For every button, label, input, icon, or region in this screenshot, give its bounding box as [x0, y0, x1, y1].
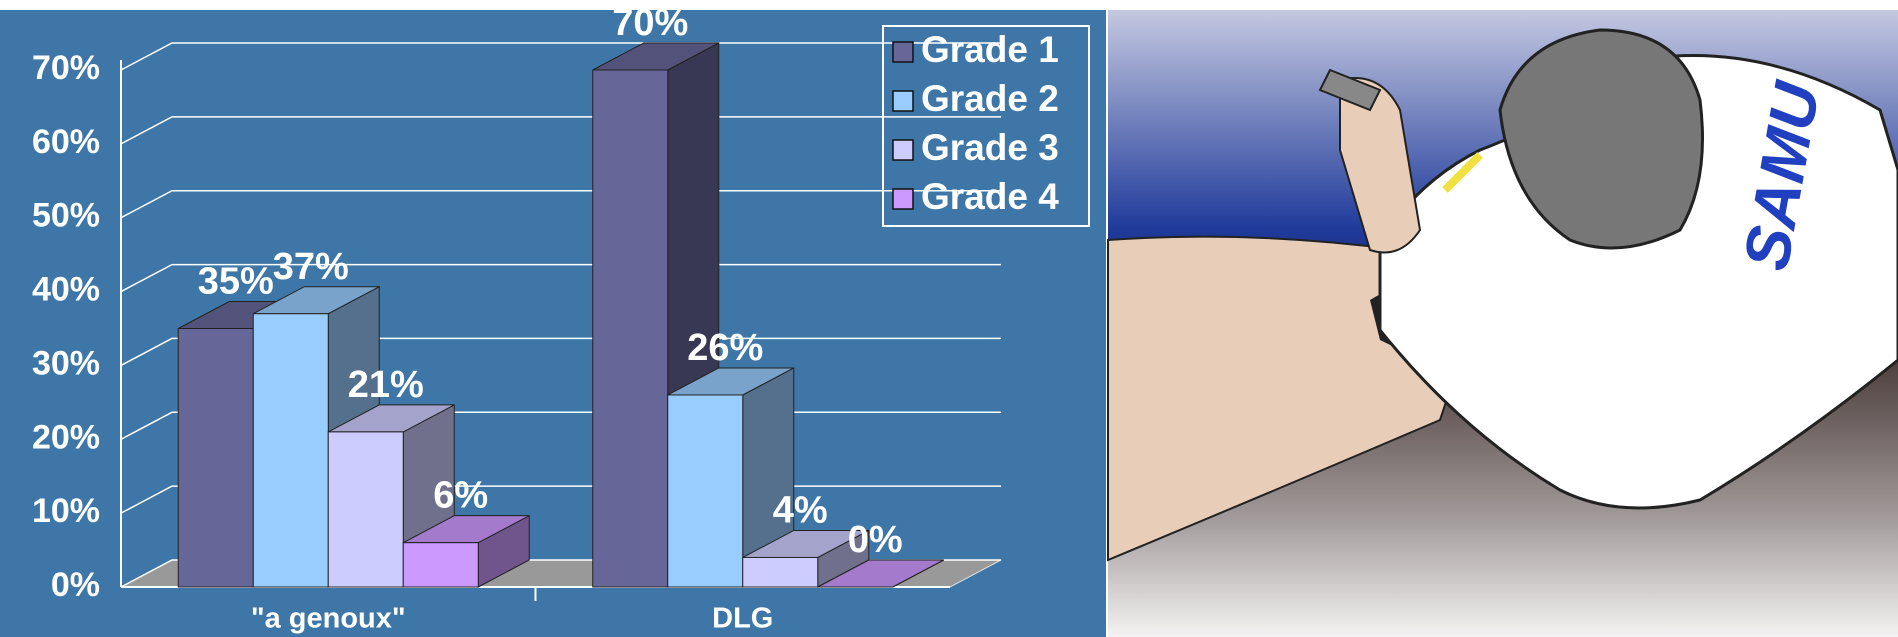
illustration: SAMU — [1107, 10, 1898, 637]
doctor-arm — [1339, 77, 1422, 254]
value-label: 4% — [773, 489, 828, 531]
value-label: 26% — [687, 327, 763, 369]
value-label: 0% — [848, 519, 903, 561]
bar — [667, 367, 795, 588]
y-tick-label: 20% — [32, 418, 100, 456]
grid-line — [120, 189, 1001, 219]
y-tick-label: 60% — [32, 123, 100, 161]
laryngoscope-blade — [1442, 152, 1483, 193]
grid-line — [120, 42, 1001, 71]
y-tick-label: 10% — [32, 492, 100, 530]
legend-label: Grade 1 — [921, 29, 1059, 70]
bar-front — [742, 556, 819, 588]
grid-line — [120, 116, 1001, 145]
chart: 0% 10% 20% 30% 40% 50% 60% 70% "a genoux" 35%37% 2… — [32, 2, 1090, 635]
bar-front — [252, 313, 329, 588]
y-tick-label: 50% — [32, 197, 100, 235]
y-tick-label: 0% — [51, 566, 100, 604]
value-label: 37% — [273, 246, 349, 288]
y-tick-label: 40% — [32, 271, 100, 309]
laryngoscope-handle — [1318, 68, 1382, 112]
bar-top — [817, 559, 944, 588]
legend-swatch — [892, 139, 914, 161]
doctor-head — [1498, 28, 1704, 250]
legend-label: Grade 3 — [921, 127, 1059, 168]
value-label: 35% — [198, 261, 274, 303]
bar-front — [327, 431, 404, 588]
legend-swatch — [892, 41, 914, 63]
grid-line — [120, 337, 1001, 367]
value-label: 70% — [612, 2, 688, 44]
legend-label: Grade 4 — [921, 176, 1059, 217]
x-tick-label: DLG — [712, 603, 773, 635]
grid-line — [120, 263, 1001, 293]
bar — [817, 559, 944, 588]
legend-swatch — [892, 90, 914, 112]
legend-box — [882, 25, 1090, 227]
x-tick-label: "a genoux" — [251, 603, 406, 635]
bar-front — [402, 542, 479, 588]
y-tick-label: 70% — [32, 49, 100, 87]
bar — [402, 514, 530, 588]
y-tick-label: 30% — [32, 344, 100, 382]
legend-label: Grade 2 — [921, 78, 1059, 119]
bar-front — [667, 394, 744, 588]
legend-swatch — [892, 188, 914, 210]
bar-front — [177, 328, 254, 588]
value-label: 21% — [348, 364, 424, 406]
value-label: 6% — [433, 475, 488, 517]
bar-front — [592, 69, 669, 588]
